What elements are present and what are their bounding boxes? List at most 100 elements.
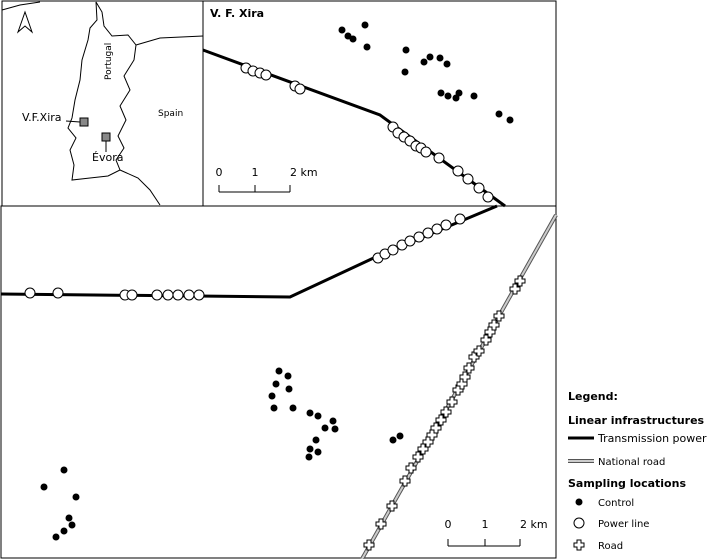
power-line-point <box>387 244 399 256</box>
road-point <box>386 500 398 512</box>
road-point <box>399 475 411 487</box>
power-line-point <box>183 289 195 301</box>
power-line-point <box>482 191 494 203</box>
site-label: V.F.Xira <box>22 111 62 124</box>
control-point <box>470 92 478 100</box>
legend-item: Road <box>598 541 623 552</box>
control-point <box>68 521 76 529</box>
power-line-point <box>162 289 174 301</box>
power-line-point <box>24 287 36 299</box>
road-point <box>430 422 442 434</box>
control-point <box>363 43 371 51</box>
inset-map: V.F.Xira Évora Portugal Spain <box>1 0 204 207</box>
power-line-point <box>452 165 464 177</box>
map-layers <box>0 21 558 559</box>
control-point <box>436 54 444 62</box>
control-point <box>314 448 322 456</box>
control-point <box>329 417 337 425</box>
scale-label: 2 km <box>520 518 548 531</box>
control-point <box>361 21 369 29</box>
control-point <box>272 380 280 388</box>
scale-label: 1 <box>252 166 259 179</box>
power-line-point <box>404 235 416 247</box>
control-point <box>349 35 357 43</box>
control-point <box>305 453 313 461</box>
spain-border <box>1 1 204 206</box>
legend-item: Power line <box>598 519 649 530</box>
control-point <box>314 412 322 420</box>
control-point <box>306 445 314 453</box>
road-point <box>509 283 521 295</box>
control-point <box>285 385 293 393</box>
power-line-point <box>126 289 138 301</box>
legend-title: Legend: <box>568 390 618 403</box>
power-line-point <box>413 231 425 243</box>
power-line-point <box>440 219 452 231</box>
power-line-point <box>193 289 205 301</box>
control-point <box>72 493 80 501</box>
power-line-point <box>454 213 466 225</box>
scale-label: 0 <box>216 166 223 179</box>
power-line-point <box>52 287 64 299</box>
power-line-point <box>422 227 434 239</box>
control-point <box>331 425 339 433</box>
control-point <box>306 409 314 417</box>
road-point <box>435 414 447 426</box>
road-point <box>493 310 505 322</box>
scale-label: 0 <box>445 518 452 531</box>
control-point <box>321 424 329 432</box>
country-label: Portugal <box>104 43 114 80</box>
country-label: Spain <box>158 109 183 119</box>
legend-symbol <box>573 539 585 551</box>
legend-item: Control <box>598 498 634 509</box>
power-line-point <box>294 83 306 95</box>
power-line-point <box>431 223 443 235</box>
road-point <box>440 406 452 418</box>
control-point <box>312 436 320 444</box>
road-point <box>468 351 480 363</box>
control-point <box>268 392 276 400</box>
scale-label: 1 <box>482 518 489 531</box>
control-point <box>60 527 68 535</box>
control-point <box>284 372 292 380</box>
legend-symbol <box>573 517 585 529</box>
control-point <box>60 466 68 474</box>
legend-item: National road <box>598 457 665 468</box>
road-point <box>446 396 458 408</box>
control-point <box>402 46 410 54</box>
road-point <box>363 539 375 551</box>
power-line-point <box>462 173 474 185</box>
road-point <box>375 518 387 530</box>
control-point <box>40 483 48 491</box>
control-point <box>437 89 445 97</box>
control-point <box>65 514 73 522</box>
power-line-point <box>473 182 485 194</box>
site-label: Évora <box>92 151 123 164</box>
control-point <box>270 404 278 412</box>
legend: Legend: Linear infrastructures Transmiss… <box>568 390 710 552</box>
legend-item: Transmission power line <box>597 432 710 445</box>
road-point <box>405 462 417 474</box>
scale-label: 2 km <box>290 166 318 179</box>
control-point <box>443 60 451 68</box>
road-point <box>412 451 424 463</box>
power-line-point <box>151 289 163 301</box>
control-point <box>338 26 346 34</box>
panel-title: V. F. Xira <box>210 7 264 20</box>
control-point <box>420 58 428 66</box>
legend-heading: Linear infrastructures <box>568 414 705 427</box>
power-line-point <box>260 69 272 81</box>
control-point <box>401 68 409 76</box>
road-point <box>488 319 500 331</box>
control-point <box>506 116 514 124</box>
power-line-point <box>172 289 184 301</box>
road-point <box>480 334 492 346</box>
site-box <box>101 132 111 142</box>
control-point <box>396 432 404 440</box>
road-point <box>514 275 526 287</box>
control-point <box>52 533 60 541</box>
north-arrow <box>16 10 34 34</box>
road-point <box>463 362 475 374</box>
power-line-point <box>433 152 445 164</box>
